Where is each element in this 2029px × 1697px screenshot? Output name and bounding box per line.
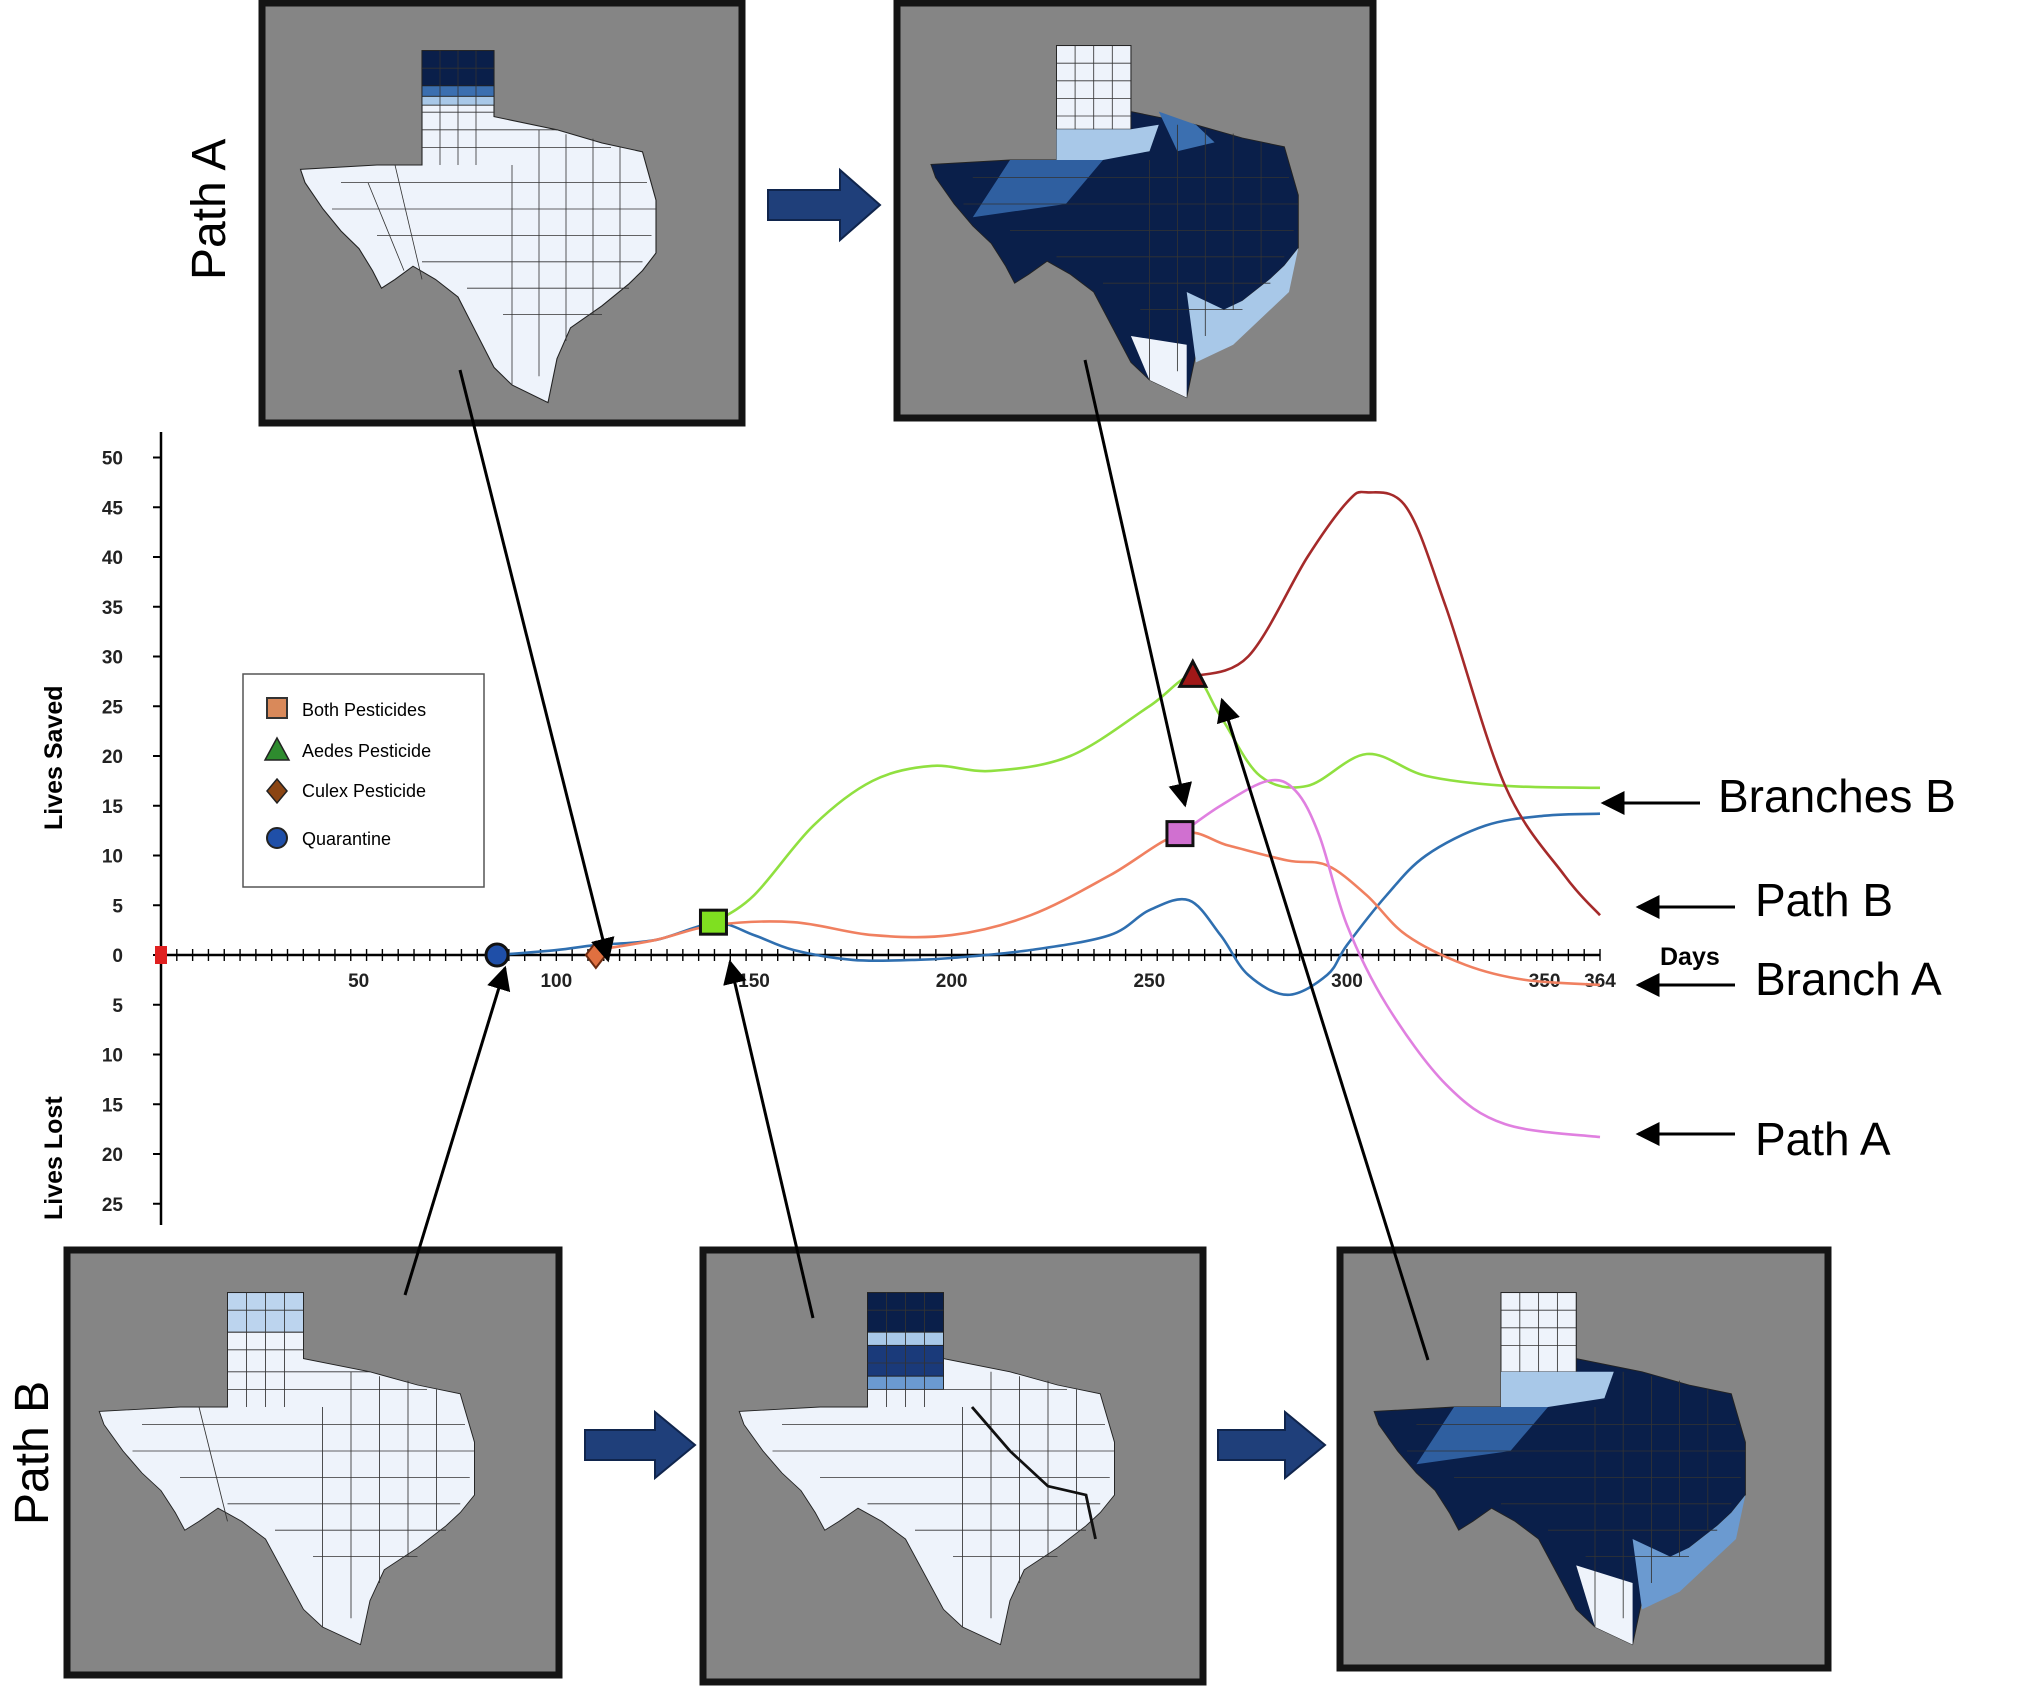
y-tick-label: 45: [102, 498, 124, 519]
square-marker-icon: [266, 697, 288, 719]
aedes-marker: [1177, 658, 1209, 688]
x-tick-label: 250: [1133, 971, 1165, 992]
both-pesticides-marker: [698, 908, 728, 936]
flow-arrow-top: [767, 167, 882, 243]
x-tick-label: 200: [936, 971, 968, 992]
y-tick-label: 25: [102, 1195, 124, 1216]
y-tick-label: 10: [102, 1046, 123, 1067]
pointer-map-a1: [458, 369, 615, 963]
legend-label: Aedes Pesticide: [302, 741, 431, 761]
y-tick-label: 40: [102, 548, 123, 569]
right-labels: Branches B Path B Branch A Path A: [1600, 770, 1956, 1165]
y-tick-label: 30: [102, 648, 123, 669]
series-line-0: [496, 812, 1601, 997]
legend-label: Quarantine: [302, 829, 391, 849]
path-b-vertical-label: Path B: [6, 1381, 59, 1525]
y-axis-title-lost: Lives Lost: [40, 1096, 68, 1220]
y-tick-label: 5: [112, 896, 123, 917]
y-tick-label: 20: [102, 1145, 123, 1166]
x-tick-label: 300: [1331, 971, 1363, 992]
y-tick-label: 15: [102, 1095, 124, 1116]
x-tick-label: 364: [1584, 971, 1616, 992]
path-a-vertical-label: Path A: [183, 139, 236, 280]
y-axis-title-saved: Lives Saved: [40, 685, 68, 830]
map-panel-path-b-3: [1336, 1246, 1832, 1672]
series-line-1: [595, 831, 1601, 987]
pointer-map-a2: [1083, 359, 1192, 808]
x-tick-label: 100: [540, 971, 572, 992]
quarantine-marker: [484, 942, 510, 968]
map-panel-path-a-1: [258, 0, 746, 427]
pointer-map-b1: [403, 965, 511, 1296]
legend-item-both: Both Pesticides: [266, 697, 426, 720]
start-marker: [155, 946, 167, 964]
lives-chart: 50 100 150 200 250 300 350 36405101520253035404…: [40, 432, 1720, 1225]
legend-item-aedes: Aedes Pesticide: [263, 736, 431, 761]
x-tick-label: 50: [348, 971, 369, 992]
label-branch-a: Branch A: [1755, 953, 1942, 1005]
y-tick-label: 0: [112, 946, 123, 967]
series-line-4: [1180, 778, 1601, 1139]
legend: Both Pesticides Aedes Pesticide Culex Pe…: [242, 673, 485, 888]
label-branches-b: Branches B: [1718, 770, 1956, 822]
circle-marker-icon: [266, 827, 288, 849]
y-tick-label: 25: [102, 697, 124, 718]
map-pointers: [403, 359, 1430, 1361]
label-path-b: Path B: [1755, 874, 1893, 926]
flow-arrow-bottom-1: [584, 1409, 697, 1481]
y-tick-label: 35: [102, 598, 124, 619]
legend-item-quarantine: Quarantine: [266, 827, 391, 849]
both-pesticides-marker: [1165, 820, 1195, 848]
y-tick-label: 20: [102, 747, 123, 768]
legend-label: Culex Pesticide: [302, 781, 426, 801]
flow-arrow-bottom-2: [1217, 1409, 1327, 1481]
y-tick-label: 50: [102, 449, 123, 470]
series-line-2: [713, 675, 1601, 924]
x-tick-label: 150: [738, 971, 770, 992]
legend-item-culex: Culex Pesticide: [266, 777, 426, 805]
legend-label: Both Pesticides: [302, 700, 426, 720]
pointer-map-b2: [723, 959, 815, 1319]
diamond-marker-icon: [266, 777, 288, 805]
map-panel-path-b-2: [699, 1246, 1207, 1686]
x-axis-title: Days: [1660, 943, 1720, 971]
series-line-3: [1192, 490, 1601, 917]
map-panel-path-a-2: [893, 0, 1377, 422]
y-tick-label: 15: [102, 797, 124, 818]
label-path-a: Path A: [1755, 1113, 1891, 1165]
y-tick-label: 10: [102, 847, 123, 868]
map-panel-path-b-1: [63, 1246, 563, 1679]
y-tick-label: 5: [112, 996, 123, 1017]
pointer-map-b3: [1216, 697, 1430, 1361]
triangle-marker-icon: [263, 736, 291, 761]
